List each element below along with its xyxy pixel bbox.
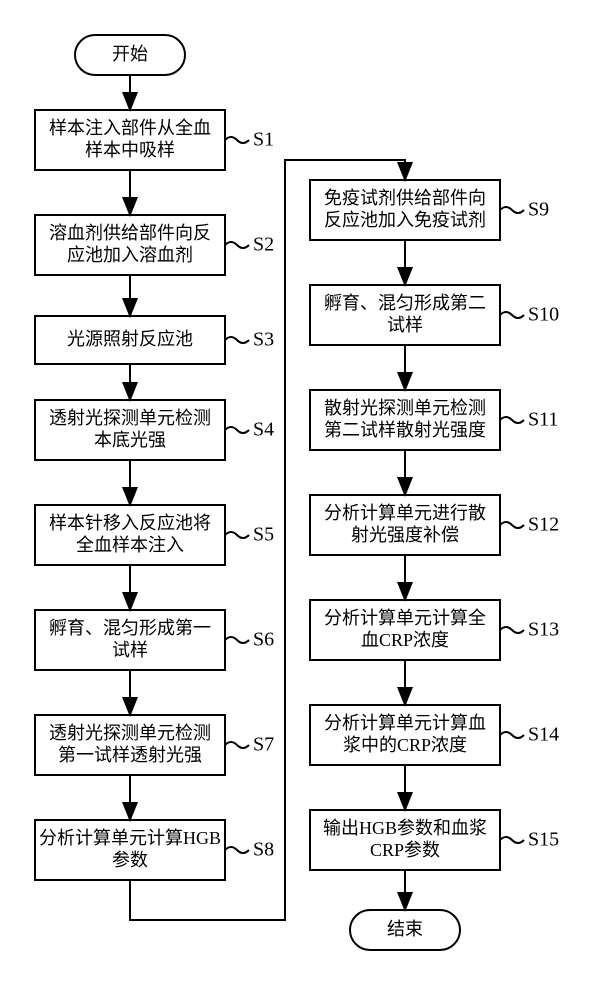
s15-line1: CRP参数 (370, 840, 440, 860)
start-text: 开始 (112, 44, 148, 64)
s1-line0: 样本注入部件从全血 (49, 118, 211, 138)
s5-label-connector (225, 532, 249, 538)
s3-line0: 光源照射反应池 (67, 329, 193, 349)
s4-label-connector (225, 427, 249, 433)
s10-label: S10 (528, 304, 559, 326)
s6-line0: 孵育、混匀形成第一 (49, 618, 211, 638)
s14-line0: 分析计算单元计算血 (324, 713, 486, 733)
s10-line1: 试样 (387, 315, 423, 335)
s7-label-connector (225, 742, 249, 748)
s7-line1: 第一试样透射光强 (58, 745, 202, 765)
s3-label-connector (225, 337, 249, 343)
s2-label: S2 (253, 234, 274, 256)
s13-label: S13 (528, 619, 559, 641)
s11-label: S11 (528, 409, 558, 431)
s11-label-connector (500, 417, 524, 423)
s12-line0: 分析计算单元进行散 (324, 503, 486, 523)
s6-line1: 试样 (112, 640, 148, 660)
s4-line0: 透射光探测单元检测 (49, 408, 211, 428)
s2-line1: 应池加入溶血剂 (67, 245, 193, 265)
s11-line1: 第二试样散射光强度 (324, 420, 486, 440)
s9-line1: 反应池加入免疫试剂 (324, 210, 486, 230)
s4-line1: 本底光强 (94, 430, 166, 450)
s13-line1: 血CRP浓度 (361, 630, 449, 650)
s15-line0: 输出HGB参数和血浆 (323, 818, 487, 838)
s3-label: S3 (253, 329, 274, 351)
s14-line1: 浆中的CRP浓度 (343, 735, 467, 755)
s14-label-connector (500, 732, 524, 738)
s9-line0: 免疫试剂供给部件向 (324, 188, 486, 208)
s5-line1: 全血样本注入 (76, 535, 184, 555)
s7-label: S7 (253, 734, 274, 756)
s2-label-connector (225, 242, 249, 248)
s5-line0: 样本针移入反应池将 (49, 513, 211, 533)
s12-label-connector (500, 522, 524, 528)
s13-label-connector (500, 627, 524, 633)
s13-line0: 分析计算单元计算全 (324, 608, 486, 628)
s9-label-connector (500, 207, 524, 213)
s12-line1: 射光强度补偿 (351, 525, 459, 545)
s1-line1: 样本中吸样 (85, 140, 175, 160)
s11-line0: 散射光探测单元检测 (324, 398, 486, 418)
s15-label: S15 (528, 829, 559, 851)
s14-label: S14 (528, 724, 559, 746)
s8-label-connector (225, 847, 249, 853)
s12-label: S12 (528, 514, 559, 536)
end-text: 结束 (387, 919, 423, 939)
s9-label: S9 (528, 199, 549, 221)
s8-line0: 分析计算单元计算HGB (39, 828, 221, 848)
s8-label: S8 (253, 839, 274, 861)
s10-label-connector (500, 312, 524, 318)
s1-label: S1 (253, 129, 274, 151)
s7-line0: 透射光探测单元检测 (49, 723, 211, 743)
s4-label: S4 (253, 419, 274, 441)
s5-label: S5 (253, 524, 274, 546)
s15-label-connector (500, 837, 524, 843)
s10-line0: 孵育、混匀形成第二 (324, 293, 486, 313)
s6-label-connector (225, 637, 249, 643)
s2-line0: 溶血剂供给部件向反 (49, 223, 211, 243)
s6-label: S6 (253, 629, 274, 651)
flowchart-canvas: 开始样本注入部件从全血样本中吸样 S1 溶血剂供给部件向反应池加入溶血剂 S2 光源照射… (0, 0, 595, 1000)
s1-label-connector (225, 137, 249, 143)
s8-line1: 参数 (112, 850, 148, 870)
